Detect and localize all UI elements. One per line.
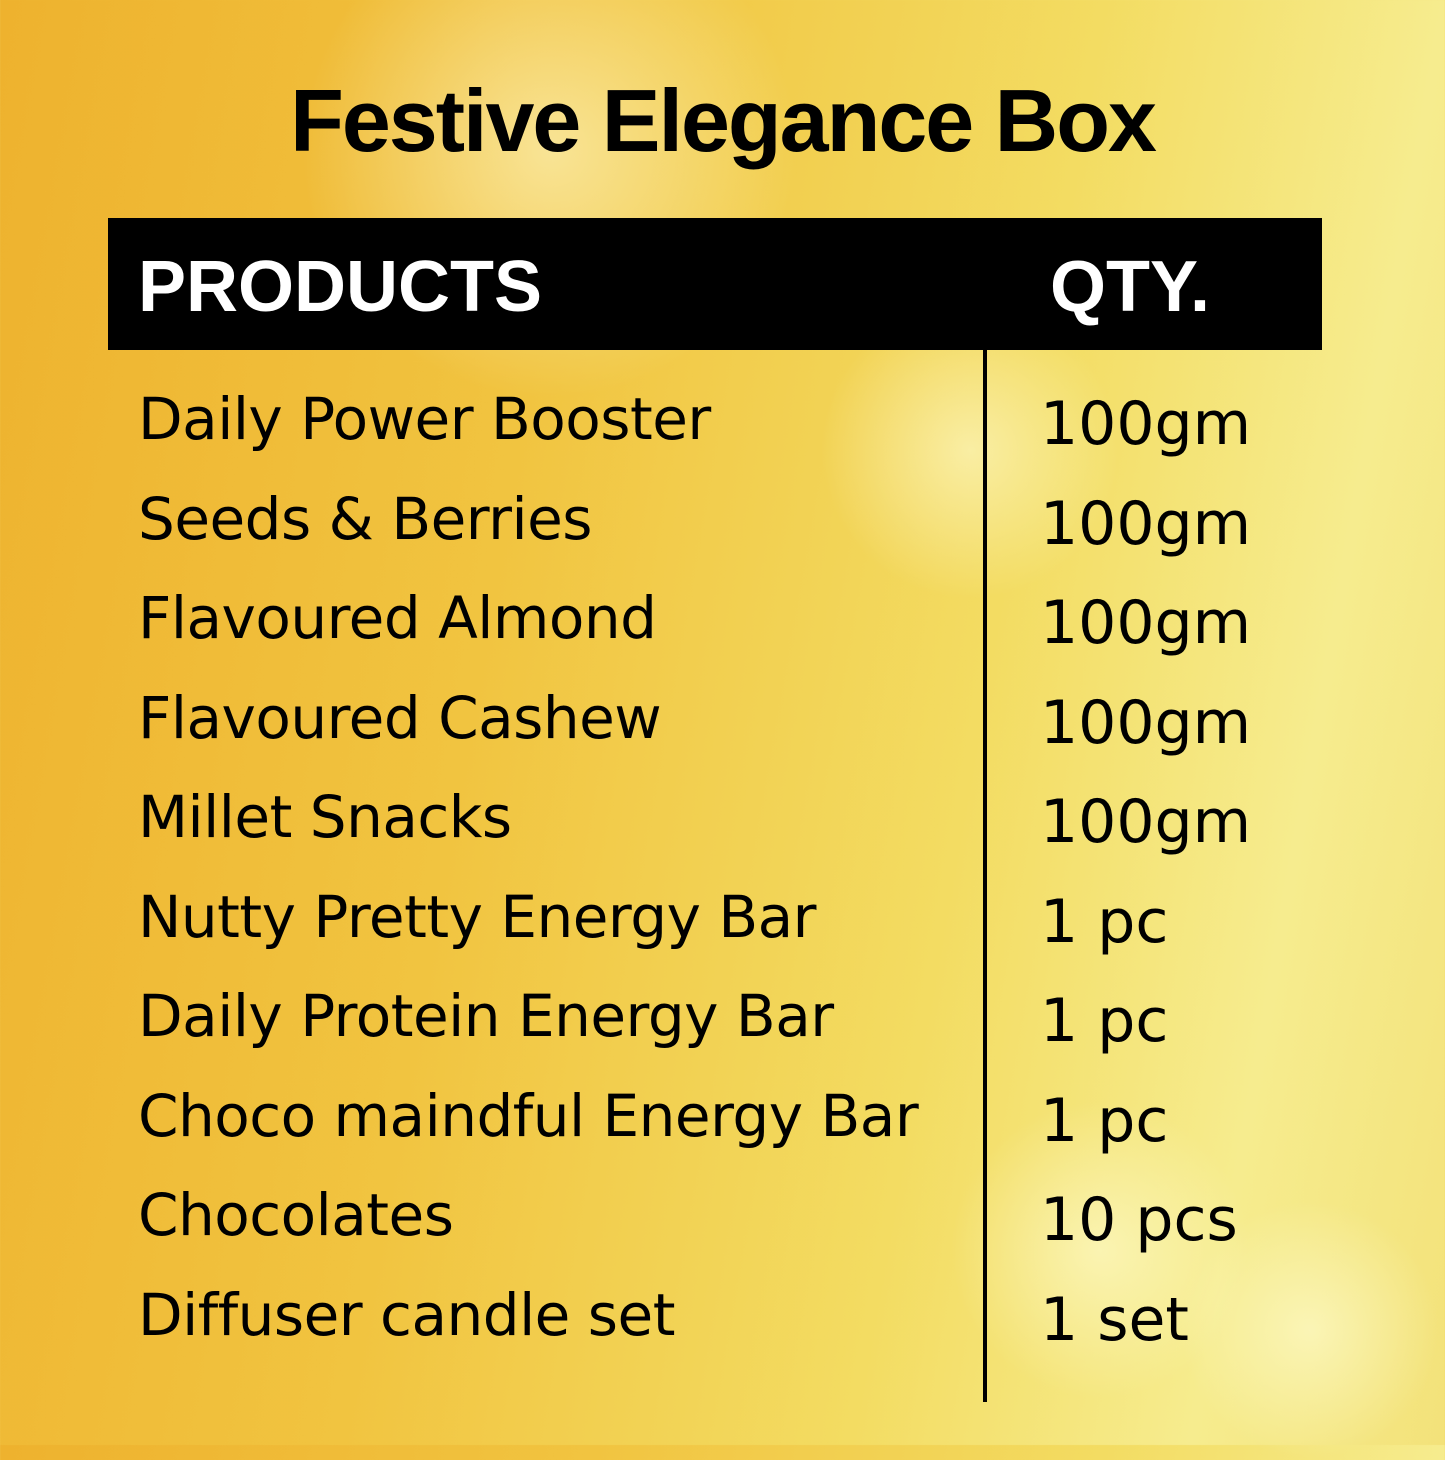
product-qty: 10 pcs <box>1040 1185 1238 1255</box>
product-name: Seeds & Berries <box>138 484 592 553</box>
product-qty: 100gm <box>1040 488 1252 559</box>
table-row: Chocolates 10 pcs <box>0 1181 1445 1281</box>
table-row: Flavoured Cashew 100gm <box>0 684 1445 784</box>
table-row: Choco maindful Energy Bar 1 pc <box>0 1082 1445 1182</box>
table-row: Daily Power Booster 100gm <box>0 385 1445 485</box>
table-row: Flavoured Almond 100gm <box>0 584 1445 684</box>
product-name: Chocolates <box>138 1181 454 1249</box>
product-name: Flavoured Almond <box>138 584 657 652</box>
product-qty: 100gm <box>1040 687 1252 758</box>
table-row: Seeds & Berries 100gm <box>0 485 1445 585</box>
product-qty: 100gm <box>1040 588 1252 658</box>
table-header: PRODUCTS QTY. <box>108 218 1322 350</box>
product-qty: 100gm <box>1040 787 1252 857</box>
product-qty: 1 pc <box>1040 986 1169 1056</box>
header-qty: QTY. <box>1050 247 1211 327</box>
column-divider <box>983 350 987 1402</box>
product-name: Choco maindful Energy Bar <box>138 1081 919 1150</box>
header-products: PRODUCTS <box>138 247 543 327</box>
product-name: Diffuser candle set <box>138 1280 675 1349</box>
table-row: Millet Snacks 100gm <box>0 783 1445 883</box>
product-qty: 1 pc <box>1040 886 1169 957</box>
product-name: Daily Power Booster <box>138 385 711 453</box>
table-row: Nutty Pretty Energy Bar 1 pc <box>0 883 1445 983</box>
product-name: Nutty Pretty Energy Bar <box>138 882 817 951</box>
table-row: Diffuser candle set 1 set <box>0 1281 1445 1381</box>
page-title: Festive Elegance Box <box>290 71 1157 170</box>
product-name: Daily Protein Energy Bar <box>138 982 834 1050</box>
table-row: Daily Protein Energy Bar 1 pc <box>0 982 1445 1082</box>
product-qty: 1 set <box>1040 1284 1189 1355</box>
product-name: Flavoured Cashew <box>138 683 662 752</box>
product-name: Millet Snacks <box>138 783 512 851</box>
product-qty: 1 pc <box>1040 1085 1169 1156</box>
product-qty: 100gm <box>1040 389 1252 459</box>
